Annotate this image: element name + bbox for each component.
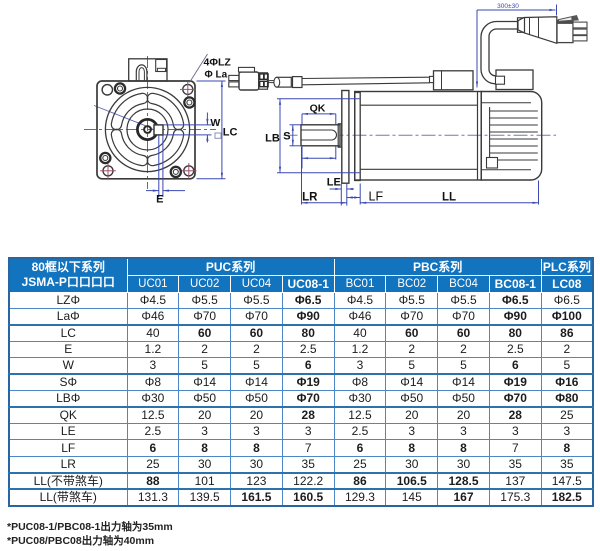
svg-text:E: E	[156, 194, 163, 206]
svg-text:LR: LR	[302, 192, 318, 204]
svg-text:LC: LC	[223, 127, 238, 139]
svg-text:LB: LB	[265, 133, 280, 145]
svg-text:W: W	[210, 117, 220, 129]
svg-text:QK: QK	[310, 103, 326, 115]
svg-text:LL: LL	[442, 192, 456, 204]
svg-text:LE: LE	[327, 177, 341, 189]
svg-text:S: S	[283, 131, 290, 143]
svg-text:300±30: 300±30	[497, 3, 519, 10]
svg-text:4ΦLZ: 4ΦLZ	[204, 57, 232, 69]
svg-text:Φ La: Φ La	[205, 70, 228, 81]
svg-text:LF: LF	[369, 190, 384, 204]
